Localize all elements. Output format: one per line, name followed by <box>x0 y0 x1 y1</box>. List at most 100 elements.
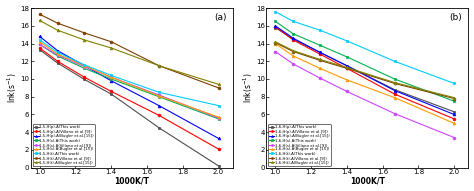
X-axis label: 1000K/T: 1000K/T <box>114 176 149 185</box>
1,5-H(s)-A(This work) <box>156 96 162 98</box>
1,6-H(t)-A(Bugler et al.[15]) <box>451 96 457 99</box>
1,6-H(s)-A(Villano et al.[9]) <box>344 90 350 93</box>
1,6-H(p)-A(Bugler et al.[15]) <box>451 113 457 116</box>
1,5-H(t)-A(Villano et al.[9]) <box>109 41 114 43</box>
Line: 1,5-H(t)-A(This work): 1,5-H(t)-A(This work) <box>38 39 220 107</box>
1,5-H(t)-A(Bugler et al.[15]) <box>216 83 221 85</box>
1,6-H(t)-A(Bugler et al.[15]) <box>344 66 350 69</box>
1,5-H(s)-A(Bugler et al.[15]) <box>55 53 60 55</box>
1,5-H(s)-A(Villano et al.[9]) <box>156 94 162 96</box>
1,6-H(s)-A(This work) <box>392 78 397 80</box>
Line: 1,5-H(t)-A(Bugler et al.[15]): 1,5-H(t)-A(Bugler et al.[15]) <box>38 19 220 86</box>
1,6-H(p)-A(Bugler et al.[15]) <box>273 25 278 27</box>
1,5-H(t)-A(Bugler et al.[15]) <box>82 39 87 41</box>
1,5-H(s)-A(Villano et al.[9]) <box>37 43 43 46</box>
Line: 1,6-H(s)-A(This work): 1,6-H(s)-A(This work) <box>274 20 456 103</box>
1,5-H(p)-A(This work) <box>156 127 162 129</box>
1,6-H(p)-A(Bugler et al.[15]) <box>291 37 296 39</box>
1,5-H(p)-A(Bugler et al.[15]) <box>55 49 60 52</box>
1,6-H(p)-A(Villano et al.[9]) <box>451 118 457 120</box>
1,5-H(t)-A(This work) <box>82 64 87 66</box>
1,6-H(s)-A(This work) <box>291 33 296 35</box>
1,5-H(t)-A(Villano et al.[9]) <box>55 22 60 24</box>
1,6-H(p)-A(This work) <box>317 51 323 53</box>
Line: 1,6-H(p)-A(Bugler et al.[15]): 1,6-H(p)-A(Bugler et al.[15]) <box>274 24 456 116</box>
1,6-H(s)-A(Bugler et al.[15]) <box>344 79 350 81</box>
1,5-H(t)-A(Bugler et al.[15]) <box>156 65 162 67</box>
1,6-H(p)-A(Villano et al.[9]) <box>344 67 350 70</box>
1,5-H(p)-A(Bugler et al.[15]) <box>82 65 87 67</box>
1,6-H(s)-A(Bugler et al.[15]) <box>392 96 397 99</box>
Line: 1,6-H(t)-A(Villano et al.[9]): 1,6-H(t)-A(Villano et al.[9]) <box>274 41 456 100</box>
1,5-H(t)-A(Villano et al.[9]) <box>37 13 43 15</box>
1,5-H(p)-A(Bugler et al.[15]) <box>216 137 221 140</box>
Text: (a): (a) <box>214 13 227 22</box>
1,6-H(p)-A(Bugler et al.[15]) <box>392 89 397 92</box>
Line: 1,5-H(p)-A(This work): 1,5-H(p)-A(This work) <box>38 48 220 167</box>
1,6-H(t)-A(This work) <box>451 82 457 85</box>
1,5-H(t)-A(Villano et al.[9]) <box>82 32 87 34</box>
1,5-H(t)-A(This work) <box>216 104 221 107</box>
1,5-H(p)-A(Villano et al.[9]) <box>156 114 162 117</box>
1,5-H(p)-A(This work) <box>216 165 221 167</box>
1,6-H(s)-A(This work) <box>317 44 323 46</box>
1,6-H(s)-A(Villano et al.[9]) <box>291 63 296 65</box>
1,5-H(t)-A(Villano et al.[9]) <box>156 65 162 67</box>
1,5-H(s)-A(This work) <box>109 78 114 80</box>
1,6-H(s)-A(Villano et al.[9]) <box>451 136 457 139</box>
1,5-H(p)-A(Villano et al.[9]) <box>216 148 221 150</box>
1,6-H(p)-A(This work) <box>344 65 350 67</box>
1,6-H(t)-A(This work) <box>273 11 278 13</box>
1,6-H(t)-A(Villano et al.[9]) <box>392 82 397 85</box>
1,5-H(s)-A(This work) <box>82 67 87 70</box>
1,6-H(p)-A(Villano et al.[9]) <box>392 93 397 95</box>
Legend: 1,6-H(p)-A(This work), 1,6-H(p)-A(Villano et al.[9]), 1,6-H(p)-A(Bugler et al.[1: 1,6-H(p)-A(This work), 1,6-H(p)-A(Villan… <box>268 124 331 166</box>
1,6-H(s)-A(Villano et al.[9]) <box>317 77 323 79</box>
1,5-H(p)-A(Villano et al.[9]) <box>55 60 60 62</box>
1,5-H(t)-A(This work) <box>109 74 114 77</box>
1,6-H(t)-A(This work) <box>291 20 296 23</box>
1,6-H(s)-A(This work) <box>344 56 350 58</box>
Y-axis label: lnk(s$^{-1}$): lnk(s$^{-1}$) <box>6 72 19 103</box>
1,6-H(s)-A(This work) <box>451 100 457 102</box>
Line: 1,6-H(p)-A(Villano et al.[9]): 1,6-H(p)-A(Villano et al.[9]) <box>274 25 456 120</box>
1,6-H(t)-A(Villano et al.[9]) <box>344 67 350 70</box>
1,6-H(s)-A(Villano et al.[9]) <box>273 50 278 53</box>
1,6-H(p)-A(This work) <box>392 88 397 91</box>
1,6-H(p)-A(Bugler et al.[15]) <box>317 51 323 53</box>
Text: (b): (b) <box>450 13 462 22</box>
1,6-H(t)-A(Bugler et al.[15]) <box>273 41 278 43</box>
1,5-H(p)-A(Bugler et al.[15]) <box>37 35 43 38</box>
1,6-H(t)-A(Villano et al.[9]) <box>273 41 278 44</box>
1,5-H(s)-A(Bugler et al.[15]) <box>82 65 87 67</box>
1,5-H(p)-A(Villano et al.[9]) <box>37 47 43 49</box>
Line: 1,5-H(s)-A(Bugler et al.[15]): 1,5-H(s)-A(Bugler et al.[15]) <box>38 40 220 118</box>
1,5-H(t)-A(This work) <box>156 91 162 93</box>
1,6-H(p)-A(This work) <box>291 38 296 40</box>
1,6-H(p)-A(Bugler et al.[15]) <box>344 65 350 67</box>
1,5-H(t)-A(Bugler et al.[15]) <box>37 19 43 22</box>
1,6-H(t)-A(This work) <box>392 60 397 62</box>
1,6-H(t)-A(Villano et al.[9]) <box>317 59 323 62</box>
Line: 1,5-H(p)-A(Villano et al.[9]): 1,5-H(p)-A(Villano et al.[9]) <box>38 47 220 151</box>
1,6-H(s)-A(Bugler et al.[15]) <box>451 122 457 125</box>
1,5-H(s)-A(Villano et al.[9]) <box>82 66 87 68</box>
1,6-H(t)-A(Bugler et al.[15]) <box>392 81 397 84</box>
1,5-H(s)-A(Bugler et al.[15]) <box>37 41 43 43</box>
1,6-H(p)-A(Villano et al.[9]) <box>291 39 296 41</box>
1,5-H(s)-A(Villano et al.[9]) <box>216 117 221 119</box>
1,5-H(t)-A(This work) <box>37 39 43 41</box>
1,6-H(s)-A(Villano et al.[9]) <box>392 112 397 115</box>
Line: 1,6-H(s)-A(Bugler et al.[15]): 1,6-H(s)-A(Bugler et al.[15]) <box>274 42 456 125</box>
Line: 1,6-H(t)-A(This work): 1,6-H(t)-A(This work) <box>274 10 456 85</box>
Line: 1,6-H(p)-A(This work): 1,6-H(p)-A(This work) <box>274 26 456 113</box>
Line: 1,5-H(p)-A(Bugler et al.[15]): 1,5-H(p)-A(Bugler et al.[15]) <box>38 35 220 140</box>
1,5-H(s)-A(Bugler et al.[15]) <box>156 95 162 97</box>
1,6-H(t)-A(Villano et al.[9]) <box>451 97 457 100</box>
1,5-H(s)-A(Villano et al.[9]) <box>55 54 60 56</box>
1,5-H(s)-A(Villano et al.[9]) <box>109 76 114 78</box>
1,5-H(s)-A(This work) <box>37 43 43 46</box>
Legend: 1,5-H(p)-A(This work), 1,5-H(p)-A(Villano et al.[9]), 1,5-H(p)-A(Bugler et al.[1: 1,5-H(p)-A(This work), 1,5-H(p)-A(Villan… <box>33 124 95 166</box>
1,5-H(s)-A(This work) <box>55 55 60 57</box>
1,6-H(s)-A(Bugler et al.[15]) <box>291 55 296 57</box>
